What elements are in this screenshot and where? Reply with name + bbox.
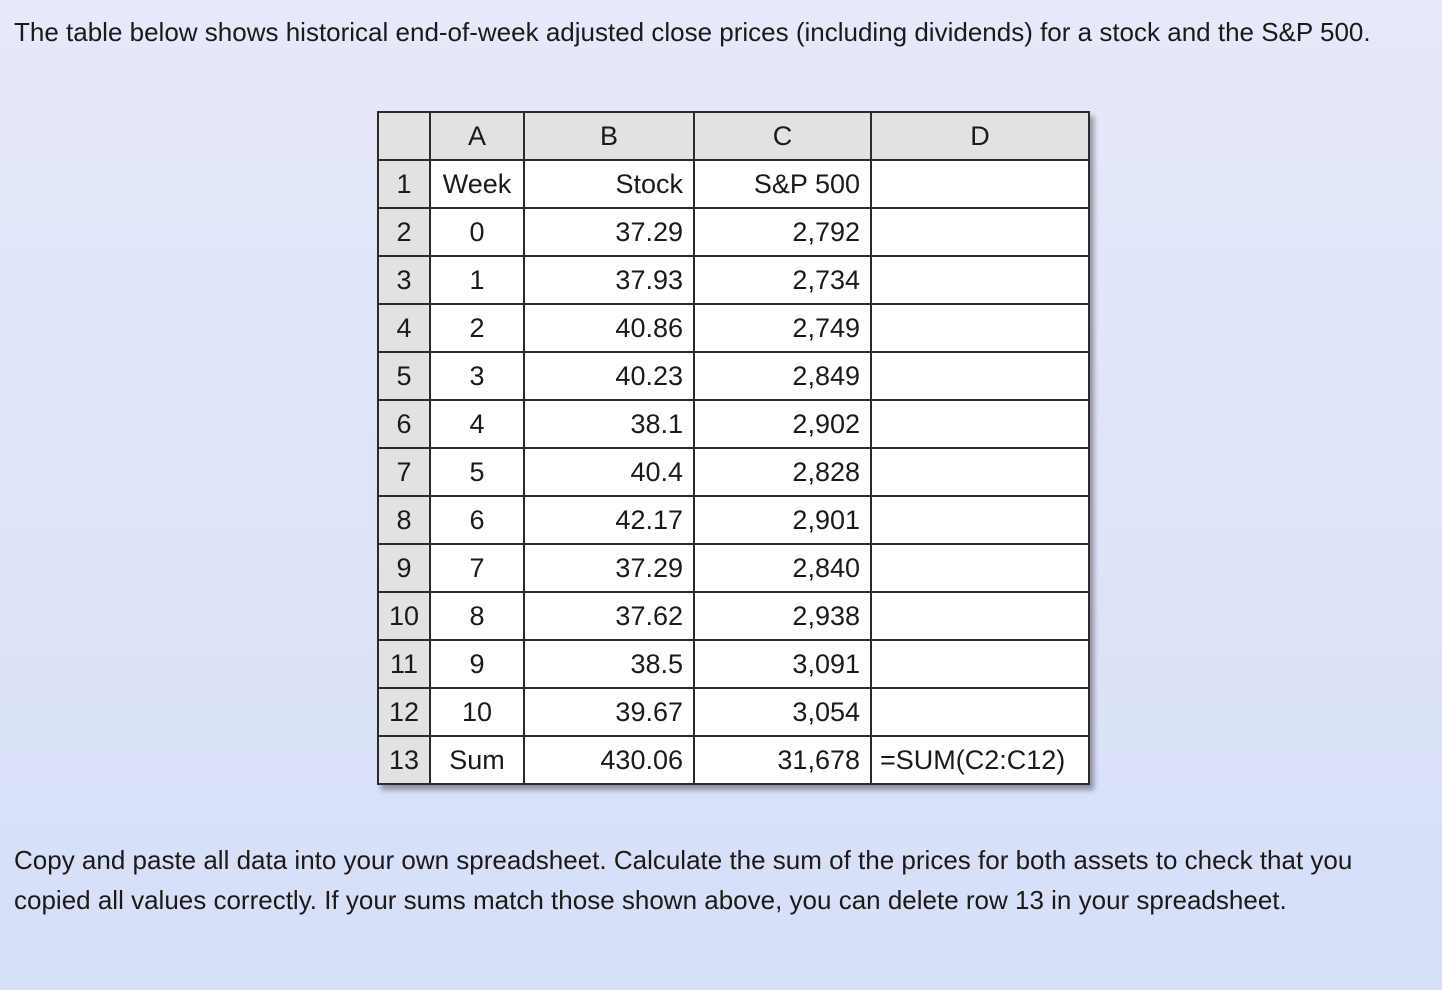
cell-week: 5 <box>429 447 525 497</box>
row-number-cell: 7 <box>377 447 431 497</box>
cell-week: 3 <box>429 351 525 401</box>
cell-stock: 37.29 <box>523 543 695 593</box>
cell-week: 6 <box>429 495 525 545</box>
cell-week: 7 <box>429 543 525 593</box>
cell-stock: Stock <box>523 159 695 209</box>
cell-week: Sum <box>429 735 525 785</box>
cell-stock: 40.4 <box>523 447 695 497</box>
intro-paragraph: The table below shows historical end-of-… <box>14 17 1371 47</box>
cell-d <box>870 159 1090 209</box>
cell-stock: 37.62 <box>523 591 695 641</box>
row-number-cell: 9 <box>377 543 431 593</box>
table-row: 6 4 38.1 2,902 <box>377 399 1090 449</box>
cell-sp500: 3,091 <box>693 639 872 689</box>
cell-d <box>870 399 1090 449</box>
cell-d <box>870 207 1090 257</box>
cell-week: 8 <box>429 591 525 641</box>
cell-sp500: 2,828 <box>693 447 872 497</box>
row-number-cell: 3 <box>377 255 431 305</box>
cell-week: 1 <box>429 255 525 305</box>
cell-stock: 40.23 <box>523 351 695 401</box>
spreadsheet-table: A B C D 1 Week Stock S&P 500 2 0 37.29 2,792 3 1 3… <box>377 111 1090 785</box>
cell-d <box>870 255 1090 305</box>
table-row: 9 7 37.29 2,840 <box>377 543 1090 593</box>
cell-d <box>870 687 1090 737</box>
spreadsheet-image: A B C D 1 Week Stock S&P 500 2 0 37.29 2,792 3 1 3… <box>377 111 1090 785</box>
table-row: 5 3 40.23 2,849 <box>377 351 1090 401</box>
table-row: 12 10 39.67 3,054 <box>377 687 1090 737</box>
cell-stock: 430.06 <box>523 735 695 785</box>
cell-week: 9 <box>429 639 525 689</box>
row-number-cell: 13 <box>377 735 431 785</box>
cell-d: =SUM(C2:C12) <box>870 735 1090 785</box>
corner-cell <box>377 111 431 161</box>
row-number-cell: 12 <box>377 687 431 737</box>
column-header-b: B <box>523 111 695 161</box>
cell-sp500: 2,749 <box>693 303 872 353</box>
row-number-cell: 5 <box>377 351 431 401</box>
cell-week: 4 <box>429 399 525 449</box>
cell-week: 0 <box>429 207 525 257</box>
table-row: 1 Week Stock S&P 500 <box>377 159 1090 209</box>
cell-d <box>870 543 1090 593</box>
cell-stock: 37.29 <box>523 207 695 257</box>
cell-sp500: 3,054 <box>693 687 872 737</box>
table-row: 2 0 37.29 2,792 <box>377 207 1090 257</box>
cell-d <box>870 303 1090 353</box>
row-number-cell: 2 <box>377 207 431 257</box>
cell-stock: 42.17 <box>523 495 695 545</box>
cell-sp500: 2,902 <box>693 399 872 449</box>
cell-d <box>870 639 1090 689</box>
cell-week: Week <box>429 159 525 209</box>
row-number-cell: 10 <box>377 591 431 641</box>
row-number-cell: 8 <box>377 495 431 545</box>
cell-stock: 40.86 <box>523 303 695 353</box>
row-number-cell: 6 <box>377 399 431 449</box>
cell-d <box>870 447 1090 497</box>
cell-stock: 37.93 <box>523 255 695 305</box>
cell-sp500: 31,678 <box>693 735 872 785</box>
cell-sp500: 2,792 <box>693 207 872 257</box>
table-row: 8 6 42.17 2,901 <box>377 495 1090 545</box>
cell-sp500: 2,938 <box>693 591 872 641</box>
cell-d <box>870 591 1090 641</box>
cell-stock: 39.67 <box>523 687 695 737</box>
table-row: 10 8 37.62 2,938 <box>377 591 1090 641</box>
column-header-c: C <box>693 111 872 161</box>
column-header-d: D <box>870 111 1090 161</box>
cell-week: 10 <box>429 687 525 737</box>
cell-sp500: S&P 500 <box>693 159 872 209</box>
cell-d <box>870 351 1090 401</box>
table-row: 4 2 40.86 2,749 <box>377 303 1090 353</box>
table-row: 13 Sum 430.06 31,678 =SUM(C2:C12) <box>377 735 1090 785</box>
table-row: 7 5 40.4 2,828 <box>377 447 1090 497</box>
cell-stock: 38.5 <box>523 639 695 689</box>
cell-sp500: 2,901 <box>693 495 872 545</box>
table-row: 11 9 38.5 3,091 <box>377 639 1090 689</box>
row-number-cell: 11 <box>377 639 431 689</box>
cell-sp500: 2,849 <box>693 351 872 401</box>
cell-sp500: 2,734 <box>693 255 872 305</box>
table-row: 3 1 37.93 2,734 <box>377 255 1090 305</box>
cell-d <box>870 495 1090 545</box>
row-number-cell: 4 <box>377 303 431 353</box>
cell-week: 2 <box>429 303 525 353</box>
cell-stock: 38.1 <box>523 399 695 449</box>
outro-paragraph: Copy and paste all data into your own sp… <box>14 845 1353 915</box>
column-header-row: A B C D <box>377 111 1090 161</box>
column-header-a: A <box>429 111 525 161</box>
row-number-cell: 1 <box>377 159 431 209</box>
cell-sp500: 2,840 <box>693 543 872 593</box>
